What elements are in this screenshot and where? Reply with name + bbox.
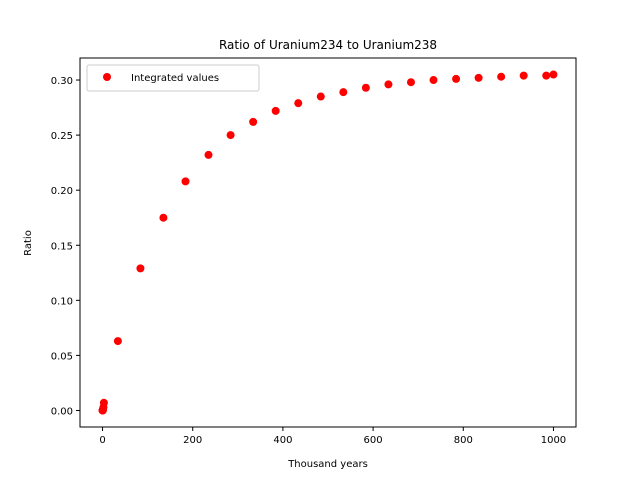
- y-tick-label: 0.15: [51, 241, 73, 252]
- data-point: [474, 73, 483, 82]
- data-point: [159, 213, 168, 222]
- data-point: [497, 72, 506, 81]
- x-tick-label: 0: [99, 435, 105, 446]
- data-point: [99, 398, 108, 407]
- x-axis-label: Thousand years: [287, 459, 368, 470]
- data-point: [452, 74, 461, 83]
- data-point: [339, 88, 348, 97]
- data-point: [136, 264, 145, 273]
- chart-title: Ratio of Uranium234 to Uranium238: [219, 38, 437, 52]
- data-point: [429, 76, 438, 85]
- data-point: [406, 78, 415, 87]
- data-point: [226, 131, 235, 140]
- legend: Integrated values: [86, 64, 260, 92]
- y-axis: 0.00 0.05 0.10 0.15 0.20 0.25 0.30: [51, 76, 80, 417]
- x-tick-label: 1000: [541, 435, 566, 446]
- legend-label: Integrated values: [131, 73, 219, 84]
- x-axis: 0 200 400 600 800 1000: [99, 427, 566, 446]
- legend-box: [86, 64, 260, 92]
- plot-area: [98, 70, 558, 415]
- data-point: [542, 71, 551, 80]
- data-point: [113, 337, 122, 346]
- data-point: [294, 99, 303, 108]
- data-point: [361, 83, 370, 92]
- data-point: [271, 106, 280, 115]
- data-point: [249, 117, 258, 126]
- data-point: [519, 71, 528, 80]
- y-axis-label: Ratio: [23, 230, 34, 256]
- y-tick-label: 0.05: [51, 351, 73, 362]
- y-tick-label: 0.30: [51, 76, 73, 87]
- legend-marker: [103, 73, 111, 81]
- y-tick-label: 0.10: [51, 296, 73, 307]
- axes-frame: [79, 57, 577, 428]
- y-tick-label: 0.00: [51, 406, 73, 417]
- y-tick-label: 0.25: [51, 131, 73, 142]
- data-point: [384, 80, 393, 89]
- data-point: [204, 150, 213, 159]
- x-tick-label: 800: [454, 435, 473, 446]
- data-point: [181, 177, 190, 186]
- x-tick-label: 600: [364, 435, 383, 446]
- x-tick-label: 200: [183, 435, 202, 446]
- y-tick-label: 0.20: [51, 186, 73, 197]
- data-point: [316, 92, 325, 101]
- data-point: [549, 70, 558, 79]
- x-tick-label: 400: [273, 435, 292, 446]
